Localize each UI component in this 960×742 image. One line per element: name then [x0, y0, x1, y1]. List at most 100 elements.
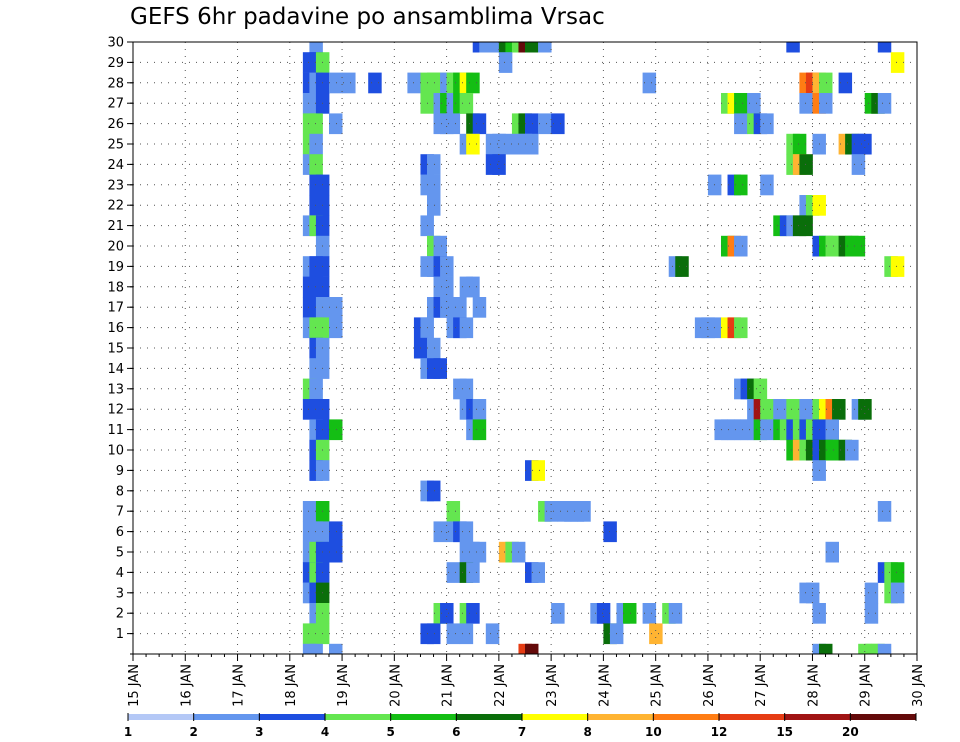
- heatmap-cells: [302, 42, 905, 655]
- colorbar-tick-label: 4: [321, 725, 329, 739]
- heatmap-cell: [329, 521, 343, 543]
- heatmap-cell: [407, 72, 421, 94]
- heatmap-cell: [329, 317, 343, 339]
- heatmap-cell: [472, 419, 487, 441]
- heatmap-cell: [825, 419, 839, 441]
- heatmap-cell: [433, 235, 447, 257]
- heatmap-cell: [832, 399, 846, 420]
- heatmap-cell: [309, 154, 323, 175]
- y-tick-label: 25: [107, 138, 124, 153]
- heatmap-cell: [531, 562, 545, 583]
- heatmap-cell: [427, 195, 441, 216]
- y-tick-label: 26: [107, 117, 124, 132]
- y-tick-label: 19: [107, 260, 124, 275]
- y-tick-label: 6: [116, 525, 124, 540]
- heatmap-cell: [525, 133, 539, 155]
- heatmap-cell: [792, 133, 807, 155]
- heatmap-cell: [466, 562, 480, 583]
- heatmap-cell: [446, 623, 461, 645]
- heatmap-cell: [858, 399, 872, 420]
- heatmap-cell: [525, 42, 539, 53]
- y-tick-label: 20: [107, 240, 124, 255]
- heatmap-cell: [734, 174, 748, 196]
- y-tick-label: 9: [116, 464, 124, 479]
- y-tick-label: 28: [107, 76, 124, 91]
- heatmap-cell: [472, 113, 487, 135]
- x-tick-label: 29 JAN: [859, 664, 874, 707]
- heatmap-cell: [453, 297, 467, 318]
- heatmap-cell: [485, 623, 500, 645]
- heatmap-cell: [851, 235, 866, 257]
- heatmap-cell: [799, 93, 813, 114]
- heatmap-cell: [525, 643, 539, 655]
- y-tick-label: 10: [107, 444, 124, 459]
- heatmap-cell: [864, 603, 879, 624]
- heatmap-cell: [845, 439, 859, 461]
- colorbar-tick-label: 3: [255, 725, 263, 739]
- heatmap-cell: [531, 460, 545, 481]
- heatmap-cell: [799, 154, 813, 175]
- heatmap-cell: [472, 541, 487, 563]
- colorbar-swatch: [128, 714, 194, 720]
- heatmap-cell: [433, 521, 447, 543]
- heatmap-cell: [472, 399, 487, 420]
- colorbar-tick-label: 7: [518, 725, 526, 739]
- heatmap-cell: [309, 113, 323, 135]
- y-axis-ticks: 1234567891011121314151617181920212223242…: [107, 36, 133, 655]
- heatmap-cell: [485, 42, 500, 53]
- heatmap-cell: [459, 378, 474, 400]
- heatmap-cell: [890, 582, 905, 604]
- heatmap-cell: [773, 399, 787, 420]
- y-tick-label: 14: [107, 362, 124, 377]
- heatmap-cell: [838, 72, 853, 94]
- heatmap-cell: [734, 235, 748, 257]
- heatmap-cell: [440, 276, 454, 298]
- heatmap-cell: [734, 317, 748, 339]
- heatmap-cell: [675, 256, 689, 277]
- x-tick-label: 16 JAN: [179, 664, 194, 707]
- colorbar-swatch: [522, 714, 588, 720]
- x-tick-label: 28 JAN: [806, 664, 821, 707]
- x-tick-label: 22 JAN: [493, 664, 508, 707]
- heatmap-cell: [309, 133, 323, 155]
- heatmap-cell: [329, 113, 343, 135]
- heatmap-cell: [309, 378, 323, 400]
- heatmap-cell: [446, 501, 461, 522]
- heatmap-cell: [329, 643, 343, 655]
- colorbar-swatch: [719, 714, 785, 720]
- y-tick-label: 17: [107, 301, 124, 316]
- heatmap-cell: [877, 501, 892, 522]
- colorbar-swatch: [653, 714, 720, 720]
- heatmap-cell: [525, 113, 539, 135]
- heatmap-cell: [799, 399, 813, 420]
- y-tick-label: 12: [107, 403, 124, 418]
- heatmap-cell: [329, 72, 343, 94]
- y-tick-label: 15: [107, 342, 124, 357]
- heatmap-cell: [642, 603, 657, 624]
- y-tick-label: 4: [116, 566, 124, 581]
- heatmap-cell: [603, 521, 617, 543]
- heatmap-cell: [329, 419, 343, 441]
- heatmap-cell: [492, 154, 506, 175]
- colorbar-swatch: [325, 714, 391, 720]
- x-tick-label: 27 JAN: [754, 664, 769, 707]
- heatmap-cell: [440, 603, 454, 624]
- heatmap-cell: [760, 419, 774, 441]
- x-tick-label: 20 JAN: [388, 664, 403, 707]
- heatmap-cell: [649, 623, 663, 645]
- heatmap-cell: [466, 603, 480, 624]
- x-axis-ticks: 15 JAN 16 JAN 17 JAN 18 JAN 19 JAN 20 JAN 21 J…: [127, 654, 926, 707]
- y-tick-label: 13: [107, 382, 124, 397]
- y-tick-label: 16: [107, 321, 124, 336]
- gridlines: [133, 42, 917, 654]
- y-tick-label: 23: [107, 178, 124, 193]
- heatmap-cell: [877, 93, 892, 114]
- x-tick-label: 21 JAN: [441, 664, 456, 707]
- heatmap-cell: [427, 154, 441, 175]
- heatmap-cell: [877, 643, 892, 655]
- colorbar-swatch: [456, 714, 523, 720]
- heatmap-cell: [760, 174, 774, 196]
- heatmap-cell: [747, 93, 761, 114]
- heatmap-cell: [551, 603, 565, 624]
